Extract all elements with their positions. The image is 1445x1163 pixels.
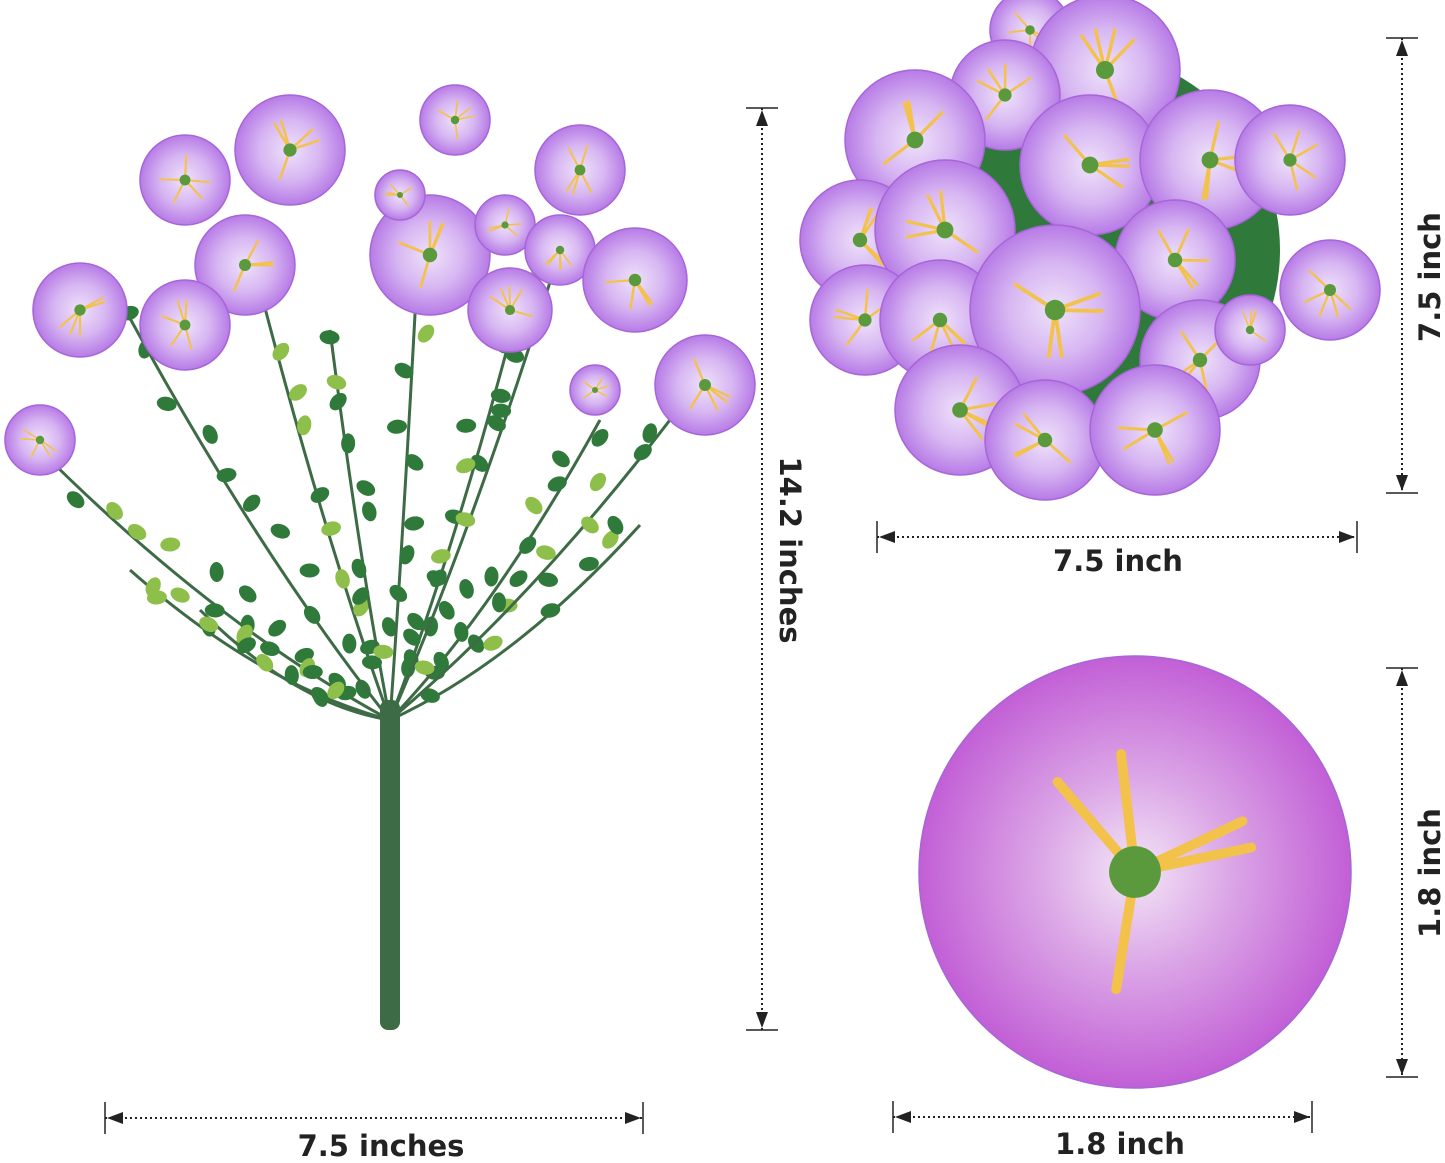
arrow-icon	[625, 1112, 641, 1124]
flower	[140, 280, 230, 370]
flower	[1280, 240, 1380, 340]
flower	[33, 263, 127, 357]
leaf	[319, 329, 340, 345]
arrow-icon	[756, 1012, 768, 1028]
leaf	[284, 664, 300, 685]
flower	[375, 170, 425, 220]
leaf	[354, 477, 378, 499]
arrow-icon	[1294, 1111, 1310, 1123]
leaf	[342, 633, 357, 654]
flower	[140, 135, 230, 225]
flower-width-label: 1.8 inch	[1055, 1127, 1185, 1161]
top-view-flowers	[800, 0, 1380, 500]
flower	[420, 85, 490, 155]
bouquet-height-label: 14.2 inches	[773, 457, 807, 644]
leaf	[360, 500, 379, 523]
leaf	[522, 493, 546, 517]
flower	[535, 125, 625, 215]
leaf	[539, 601, 562, 620]
arrow-icon	[1396, 475, 1408, 491]
flower	[1215, 295, 1285, 365]
leaf	[269, 521, 293, 541]
arrow-icon	[1396, 670, 1408, 686]
leaf	[492, 592, 506, 612]
flower	[655, 335, 755, 435]
arrow-icon	[107, 1112, 123, 1124]
leaf	[320, 519, 343, 538]
flower	[1235, 105, 1345, 215]
leaf	[215, 466, 238, 484]
leaf	[549, 447, 573, 471]
flower	[235, 95, 345, 205]
flower	[1090, 365, 1220, 495]
flower	[919, 656, 1351, 1088]
leaf	[587, 470, 610, 494]
flower	[583, 228, 687, 332]
leaf	[403, 515, 425, 532]
arrow-icon	[756, 110, 768, 126]
leaf	[640, 422, 659, 445]
bouquet-foliage	[40, 220, 700, 1030]
leaf	[484, 566, 499, 587]
flower	[468, 268, 552, 352]
arrow-icon	[1396, 1059, 1408, 1075]
single-flower-head	[919, 656, 1351, 1088]
leaf	[265, 616, 289, 640]
leaf	[352, 677, 373, 701]
arrow-icon	[895, 1111, 911, 1123]
flower	[570, 365, 620, 415]
leaf	[578, 513, 602, 537]
leaf	[236, 582, 260, 606]
leaf	[168, 585, 192, 606]
stem-bundle	[380, 700, 400, 1030]
leaf	[200, 422, 221, 446]
flower-height-label: 1.8 inch	[1413, 808, 1445, 938]
leaf	[269, 340, 293, 364]
leaf	[386, 419, 407, 435]
bouquet-flowers	[5, 85, 755, 475]
top-view-height-label: 7.5 inch	[1413, 212, 1445, 342]
leaf	[481, 633, 505, 654]
arrow-icon	[1396, 40, 1408, 56]
bouquet-width-label: 7.5 inches	[298, 1129, 465, 1163]
leaf	[325, 372, 348, 392]
leaf	[456, 418, 477, 433]
arrow-icon	[1339, 531, 1355, 543]
leaf	[300, 563, 320, 577]
leaf	[453, 621, 470, 643]
leaf	[457, 577, 476, 600]
flower	[5, 405, 75, 475]
flower	[985, 380, 1105, 500]
arrow-icon	[879, 531, 895, 543]
leaf	[301, 603, 324, 627]
leaf	[209, 562, 224, 583]
leaf	[160, 537, 181, 553]
leaf	[333, 567, 352, 590]
top-view-width-label: 7.5 inch	[1053, 544, 1183, 578]
leaf	[414, 321, 437, 345]
